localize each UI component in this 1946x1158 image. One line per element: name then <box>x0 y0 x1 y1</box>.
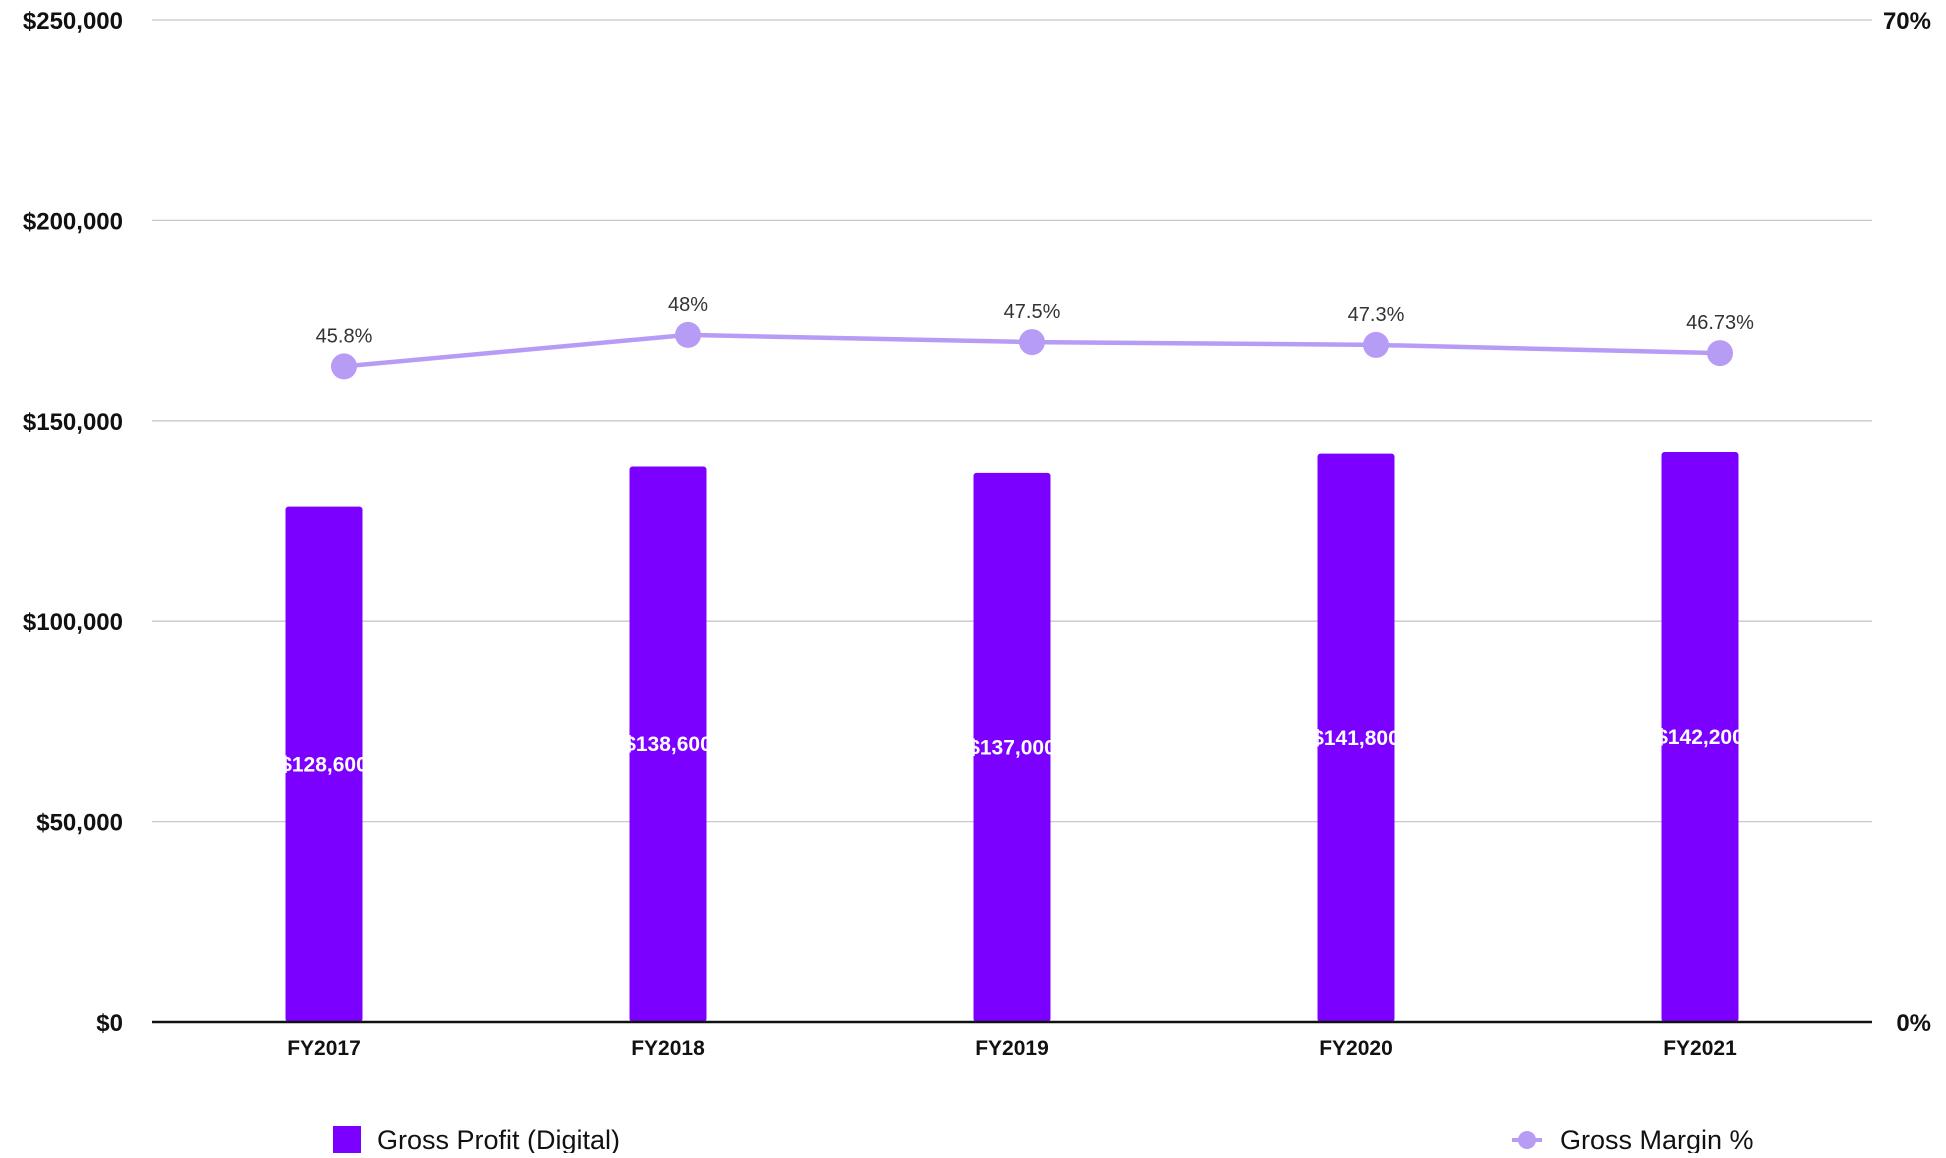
bar-data-label: $138,600 <box>624 733 712 756</box>
x-axis-tick-label: FY2020 <box>1319 1037 1393 1060</box>
legend: Gross Profit (Digital) Gross Margin % <box>333 1125 1754 1155</box>
line-data-label: 45.8% <box>316 325 373 347</box>
bar <box>973 472 1051 1022</box>
bar <box>285 506 363 1023</box>
bar-data-labels: $128,600 $138,600 $137,000 $141,800 $142,200 <box>280 726 1744 776</box>
left-axis-tick-label: $200,000 <box>23 208 123 235</box>
x-axis-tick-label: FY2019 <box>975 1037 1049 1060</box>
legend-line-swatch-marker <box>1518 1131 1536 1149</box>
legend-bar-label: Gross Profit (Digital) <box>377 1125 620 1153</box>
line-data-label: 48% <box>668 294 708 316</box>
right-axis-ticks: 0% 70% <box>1883 8 1931 1037</box>
line-point <box>1363 331 1389 358</box>
right-axis-tick-label: 0% <box>1896 1010 1931 1037</box>
legend-line-label: Gross Margin % <box>1560 1125 1754 1153</box>
line-data-labels: 45.8% 48% 47.5% 47.3% 46.73% <box>316 294 1754 347</box>
bar <box>629 466 707 1022</box>
bar-data-label: $128,600 <box>280 753 368 776</box>
bar-series <box>285 452 1739 1023</box>
left-axis-tick-label: $100,000 <box>23 609 123 636</box>
bar-data-label: $142,200 <box>1656 726 1744 749</box>
line-point <box>675 321 701 348</box>
bar <box>1661 452 1739 1023</box>
line-point <box>1019 329 1045 356</box>
left-axis-tick-label: $150,000 <box>23 409 123 436</box>
bar <box>1317 453 1395 1022</box>
gridlines <box>152 19 1872 823</box>
x-axis-ticks: FY2017 FY2018 FY2019 FY2020 FY2021 <box>287 1037 1737 1060</box>
right-axis-tick-label: 70% <box>1883 8 1931 35</box>
line-point <box>1707 340 1733 367</box>
left-axis-tick-label: $50,000 <box>36 810 123 837</box>
legend-bar-swatch <box>333 1126 361 1154</box>
line-point <box>331 353 357 380</box>
left-axis-tick-label: $0 <box>96 1010 123 1037</box>
line-data-label: 46.73% <box>1686 312 1754 334</box>
bar-data-label: $137,000 <box>968 736 1056 759</box>
line-series <box>331 321 1733 380</box>
left-axis-tick-label: $250,000 <box>23 8 123 35</box>
line-data-label: 47.5% <box>1004 301 1061 323</box>
x-axis-tick-label: FY2017 <box>287 1037 361 1060</box>
x-axis-tick-label: FY2018 <box>631 1037 705 1060</box>
line-data-label: 47.3% <box>1348 304 1405 326</box>
x-axis-tick-label: FY2021 <box>1663 1037 1737 1060</box>
bar-data-label: $141,800 <box>1312 727 1400 750</box>
left-axis-ticks: $0 $50,000 $100,000 $150,000 $200,000 $250,00… <box>23 8 123 1037</box>
